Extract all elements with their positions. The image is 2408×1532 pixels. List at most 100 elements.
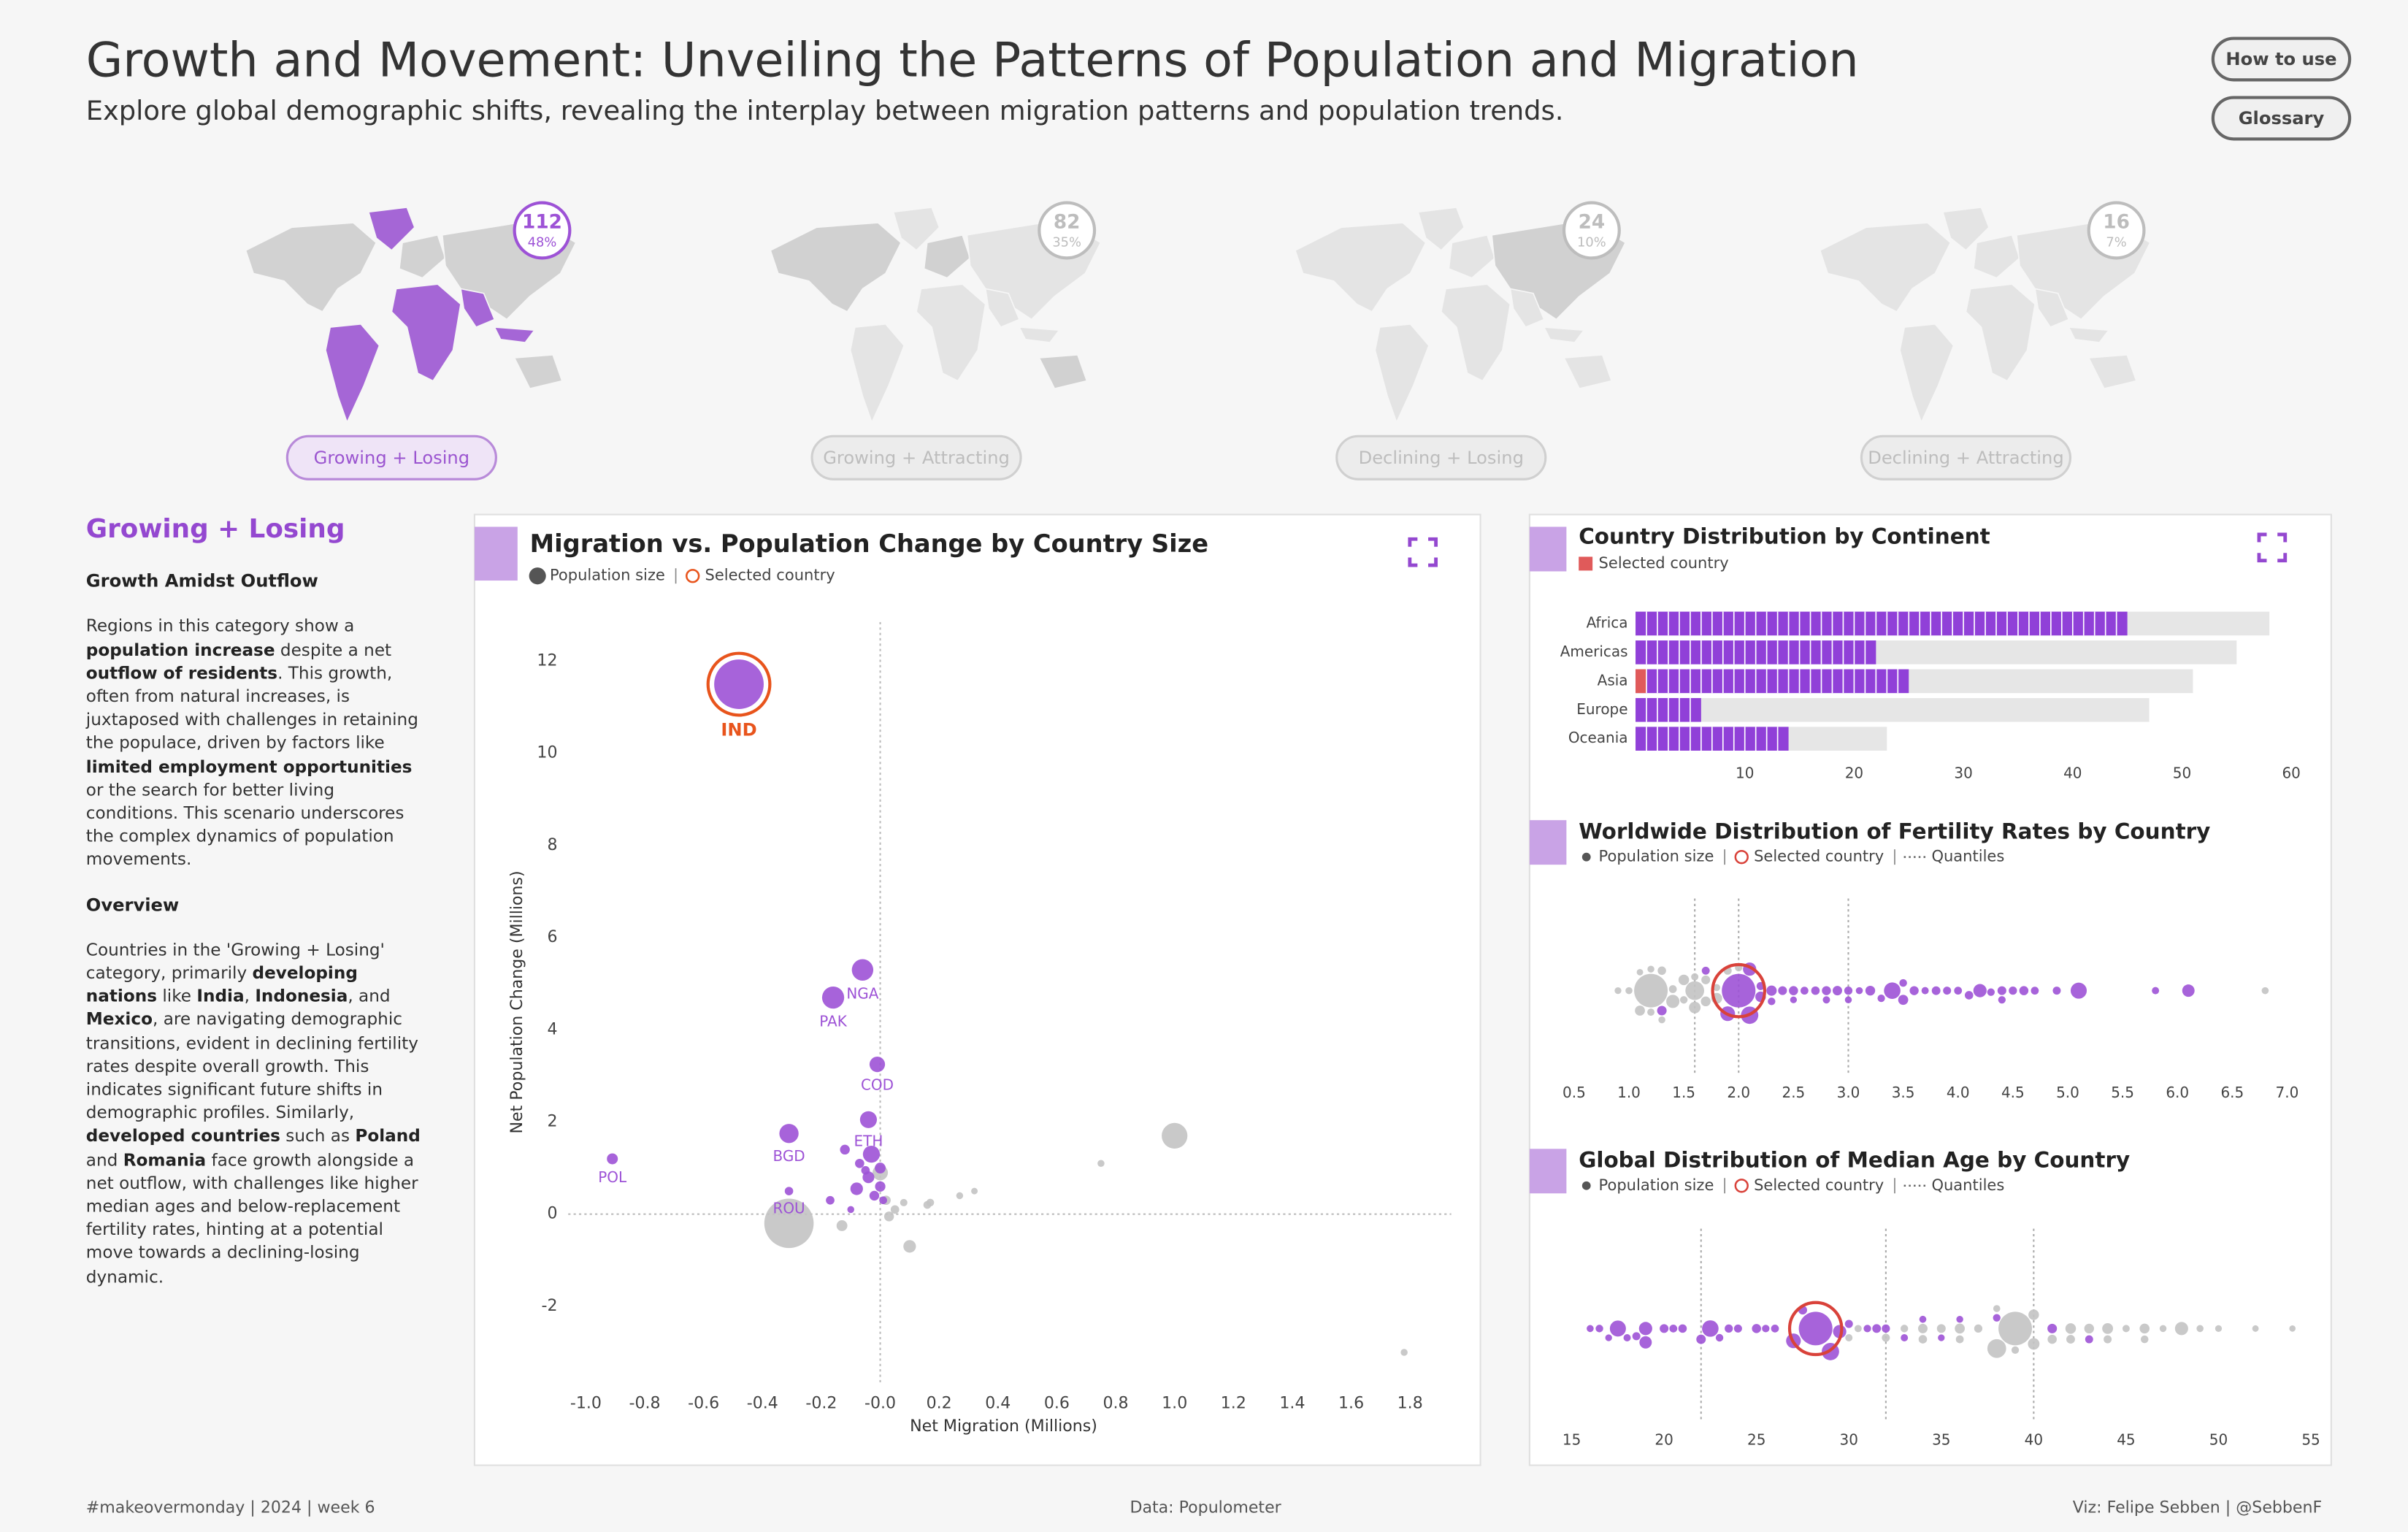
swarm-point: [1634, 973, 1668, 1008]
map-region: [1562, 353, 1613, 390]
section-paragraph: Countries in the 'Growing + Losing' cate…: [86, 938, 421, 1289]
x-tick-label: 1.6: [1338, 1394, 1364, 1412]
x-tick-label: 1.0: [1617, 1084, 1641, 1101]
scatter-point: [875, 1163, 886, 1173]
legend-swatch: [1581, 1181, 1591, 1190]
category-button-label[interactable]: Growing + Losing: [314, 448, 470, 468]
swarm-point: [2102, 1322, 2114, 1334]
expand-corner[interactable]: [2277, 553, 2288, 563]
swarm-point: [1955, 1323, 1965, 1334]
swarm-point: [1689, 1001, 1701, 1014]
swarm-point: [1844, 996, 1852, 1003]
button-label[interactable]: How to use: [2225, 49, 2336, 69]
footer-center: Data: Populometer: [1130, 1498, 1281, 1517]
swarm-point: [2152, 987, 2160, 995]
expand-button[interactable]: [1408, 537, 1438, 567]
bold-text: population increase: [85, 640, 275, 660]
button-frame[interactable]: [2211, 96, 2352, 141]
swarm-point: [1685, 981, 1705, 1000]
legend-label: Selected country: [1754, 847, 1884, 865]
header-button[interactable]: How to use: [2211, 37, 2352, 82]
category-button-label[interactable]: Declining + Losing: [1359, 448, 1524, 468]
button-frame[interactable]: [2211, 37, 2352, 82]
expand-corner[interactable]: [2277, 532, 2288, 543]
x-tick-label: 1.8: [1397, 1394, 1423, 1412]
bold-text: Indonesia: [255, 986, 348, 1007]
x-tick-label: 20: [1845, 765, 1863, 782]
x-tick-label: 40: [2063, 765, 2082, 782]
swarm-point: [1921, 987, 1929, 995]
selected-ring: [1711, 962, 1767, 1019]
map-region: [1509, 288, 1545, 329]
expand-corner[interactable]: [1428, 557, 1438, 567]
category-button[interactable]: Growing + Losing: [285, 434, 497, 480]
swarm-point: [2028, 1338, 2040, 1350]
map-region: [493, 326, 536, 343]
point-label: BGD: [772, 1147, 805, 1165]
category-button-frame[interactable]: [810, 434, 1022, 480]
swarm-point: [1918, 1323, 1928, 1333]
swarm-point: [1609, 1320, 1626, 1337]
category-button[interactable]: Declining + Losing: [1335, 434, 1547, 480]
map-region: [1018, 326, 1061, 343]
swarm-point: [1993, 1305, 2001, 1312]
scatter-point: [779, 1124, 799, 1144]
scatter-point: [714, 659, 764, 709]
sidebar: Growing + Losing Growth Amidst Outflow Reg…: [85, 517, 421, 1310]
category-button[interactable]: Declining + Attracting: [1860, 434, 2072, 480]
scatter-point: [607, 1153, 618, 1165]
expand-corner[interactable]: [1408, 537, 1418, 547]
bar: [1636, 697, 2150, 722]
legend-swatch: [1581, 852, 1591, 862]
x-tick-label: 4.0: [1947, 1084, 1970, 1101]
category-button[interactable]: Growing + Attracting: [810, 434, 1022, 480]
bar: [1636, 611, 2128, 636]
expand-button[interactable]: [2257, 532, 2288, 563]
y-tick-label: 8: [547, 836, 557, 854]
scatter-point: [926, 1198, 935, 1207]
swarm-point: [1997, 986, 2006, 995]
category-button-label[interactable]: Growing + Attracting: [823, 448, 1010, 468]
x-axis-title: Net Migration (Millions): [910, 1417, 1097, 1436]
category-button-frame[interactable]: [1860, 434, 2072, 480]
category-button-frame[interactable]: [285, 434, 497, 480]
swarm-point: [2140, 1335, 2149, 1344]
header-button[interactable]: Glossary: [2211, 96, 2352, 141]
swarm-point: [1801, 987, 1809, 995]
scatter-point: [861, 1165, 870, 1175]
expand-corner[interactable]: [2257, 553, 2267, 563]
text-run: ,: [244, 986, 256, 1007]
legend-swatch: [529, 567, 546, 585]
category-button-label[interactable]: Declining + Attracting: [1868, 448, 2064, 468]
bold-text: developing nations: [85, 962, 358, 1007]
swarm-point: [1635, 1006, 1645, 1016]
category-badge: [513, 201, 572, 260]
chart-title: Global Distribution of Median Age by Cou…: [1579, 1148, 2130, 1173]
swarm-point: [1900, 1325, 1909, 1333]
footer-left: #makeovermonday | 2024 | week 6: [86, 1498, 375, 1517]
swarm-point: [1666, 995, 1680, 1008]
category-count: 24: [1579, 211, 1606, 233]
expand-corner[interactable]: [2257, 532, 2267, 543]
expand-corner[interactable]: [1428, 537, 1438, 547]
swarm-point: [1639, 1336, 1652, 1349]
legend-label: Quantiles: [1931, 847, 2004, 865]
category-button-frame[interactable]: [1335, 434, 1547, 480]
swarm-point: [1660, 1324, 1669, 1333]
expand-corner[interactable]: [1408, 557, 1418, 567]
swarm-point: [1636, 968, 1644, 976]
scatter-point: [862, 1146, 881, 1163]
legend-label: Population size: [1599, 1176, 1714, 1194]
swarm-point: [1657, 966, 1666, 976]
swarm-point: [1625, 987, 1633, 995]
map-region: [2034, 288, 2070, 329]
category-share: 7%: [2106, 234, 2126, 250]
map-region: [2067, 326, 2110, 343]
button-label[interactable]: Glossary: [2239, 108, 2325, 129]
x-tick-label: 35: [1932, 1430, 1950, 1448]
swarm-point: [1668, 985, 1677, 993]
x-tick-label: 0.2: [927, 1394, 952, 1412]
text-run: or the search for better living conditio…: [85, 780, 404, 870]
x-tick-label: 3.0: [1837, 1084, 1860, 1101]
section-heading: Overview: [85, 893, 180, 915]
